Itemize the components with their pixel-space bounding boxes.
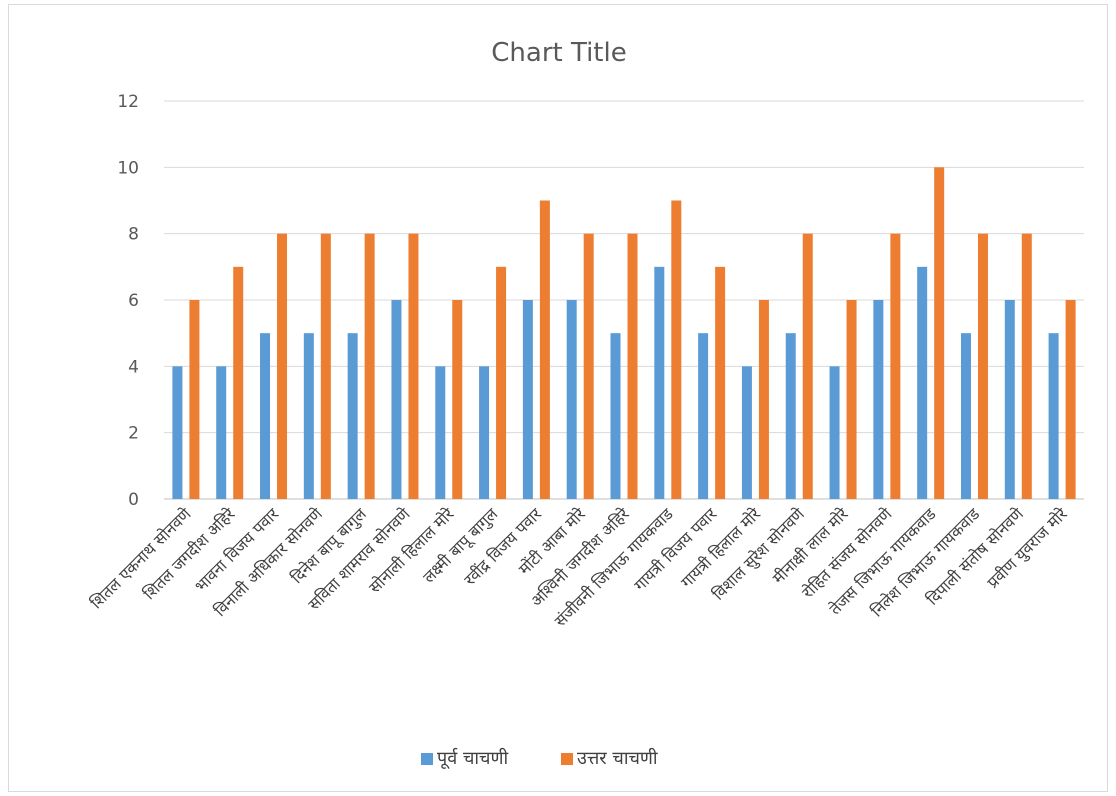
legend-swatch [561, 753, 573, 765]
bar-pre-test [172, 366, 183, 499]
bar-pre-test [391, 300, 402, 499]
legend-label: उत्तर चाचणी [577, 747, 658, 769]
y-tick-label: 0 [128, 490, 139, 510]
bar-post-test [364, 233, 375, 499]
bar-pre-test [873, 300, 884, 499]
bar-post-test [1065, 300, 1076, 499]
bar-post-test [583, 233, 594, 499]
bar-pre-test [829, 366, 840, 499]
legend-label: पूर्व चाचणी [437, 747, 508, 769]
bar-pre-test [917, 266, 928, 499]
y-tick-label: 6 [128, 291, 139, 311]
y-tick-label: 2 [128, 424, 139, 444]
bar-pre-test [1004, 300, 1015, 499]
y-tick-label: 10 [117, 158, 139, 178]
bar-pre-test [785, 333, 796, 499]
chart-title: Chart Title [491, 38, 626, 68]
bar-pre-test [566, 300, 577, 499]
bar-pre-test [479, 366, 490, 499]
bar-post-test [452, 300, 463, 499]
bar-pre-test [303, 333, 314, 499]
bar-pre-test [1048, 333, 1059, 499]
bar-post-test [758, 300, 769, 499]
y-tick-label: 12 [117, 92, 139, 112]
bars-layer [172, 167, 1076, 500]
bar-post-test [320, 233, 331, 499]
bar-pre-test [741, 366, 752, 499]
bar-pre-test [960, 333, 971, 499]
legend-swatch [421, 753, 433, 765]
bar-post-test [233, 266, 244, 499]
bar-pre-test [216, 366, 227, 499]
bar-post-test [977, 233, 988, 499]
chart-frame: Chart Title 0 2 4 6 8 10 12 शितल एकनाथ सोनवणे श… [8, 4, 1108, 792]
y-tick-label: 4 [128, 357, 139, 377]
bar-pre-test [347, 333, 358, 499]
bar-post-test [715, 266, 726, 499]
bar-post-test [277, 233, 288, 499]
bar-post-test [627, 233, 638, 499]
bar-pre-test [654, 266, 665, 499]
bar-pre-test [698, 333, 709, 499]
x-axis-labels: शितल एकनाथ सोनवणेशितल जगदीश अहिरेभावना व… [87, 504, 1072, 631]
bar-post-test [408, 233, 419, 499]
bar-pre-test [610, 333, 621, 499]
bar-post-test [890, 233, 901, 499]
bar-post-test [539, 200, 550, 499]
bar-pre-test [522, 300, 533, 499]
bar-pre-test [260, 333, 271, 499]
bar-post-test [496, 266, 507, 499]
bar-pre-test [435, 366, 446, 499]
y-tick-label: 8 [128, 225, 139, 245]
bar-post-test [189, 300, 200, 499]
bar-post-test [846, 300, 857, 499]
bar-post-test [671, 200, 682, 499]
legend: पूर्व चाचणी उत्तर चाचणी [421, 747, 658, 769]
bar-post-test [802, 233, 813, 499]
bar-post-test [1021, 233, 1032, 499]
grid-layer: 0 2 4 6 8 10 12 [117, 92, 1084, 510]
x-category-label: प्रवीण युवराज मोरे [983, 504, 1072, 593]
chart-svg: Chart Title 0 2 4 6 8 10 12 शितल एकनाथ सोनवणेश… [87, 38, 1084, 769]
bar-post-test [934, 167, 945, 500]
